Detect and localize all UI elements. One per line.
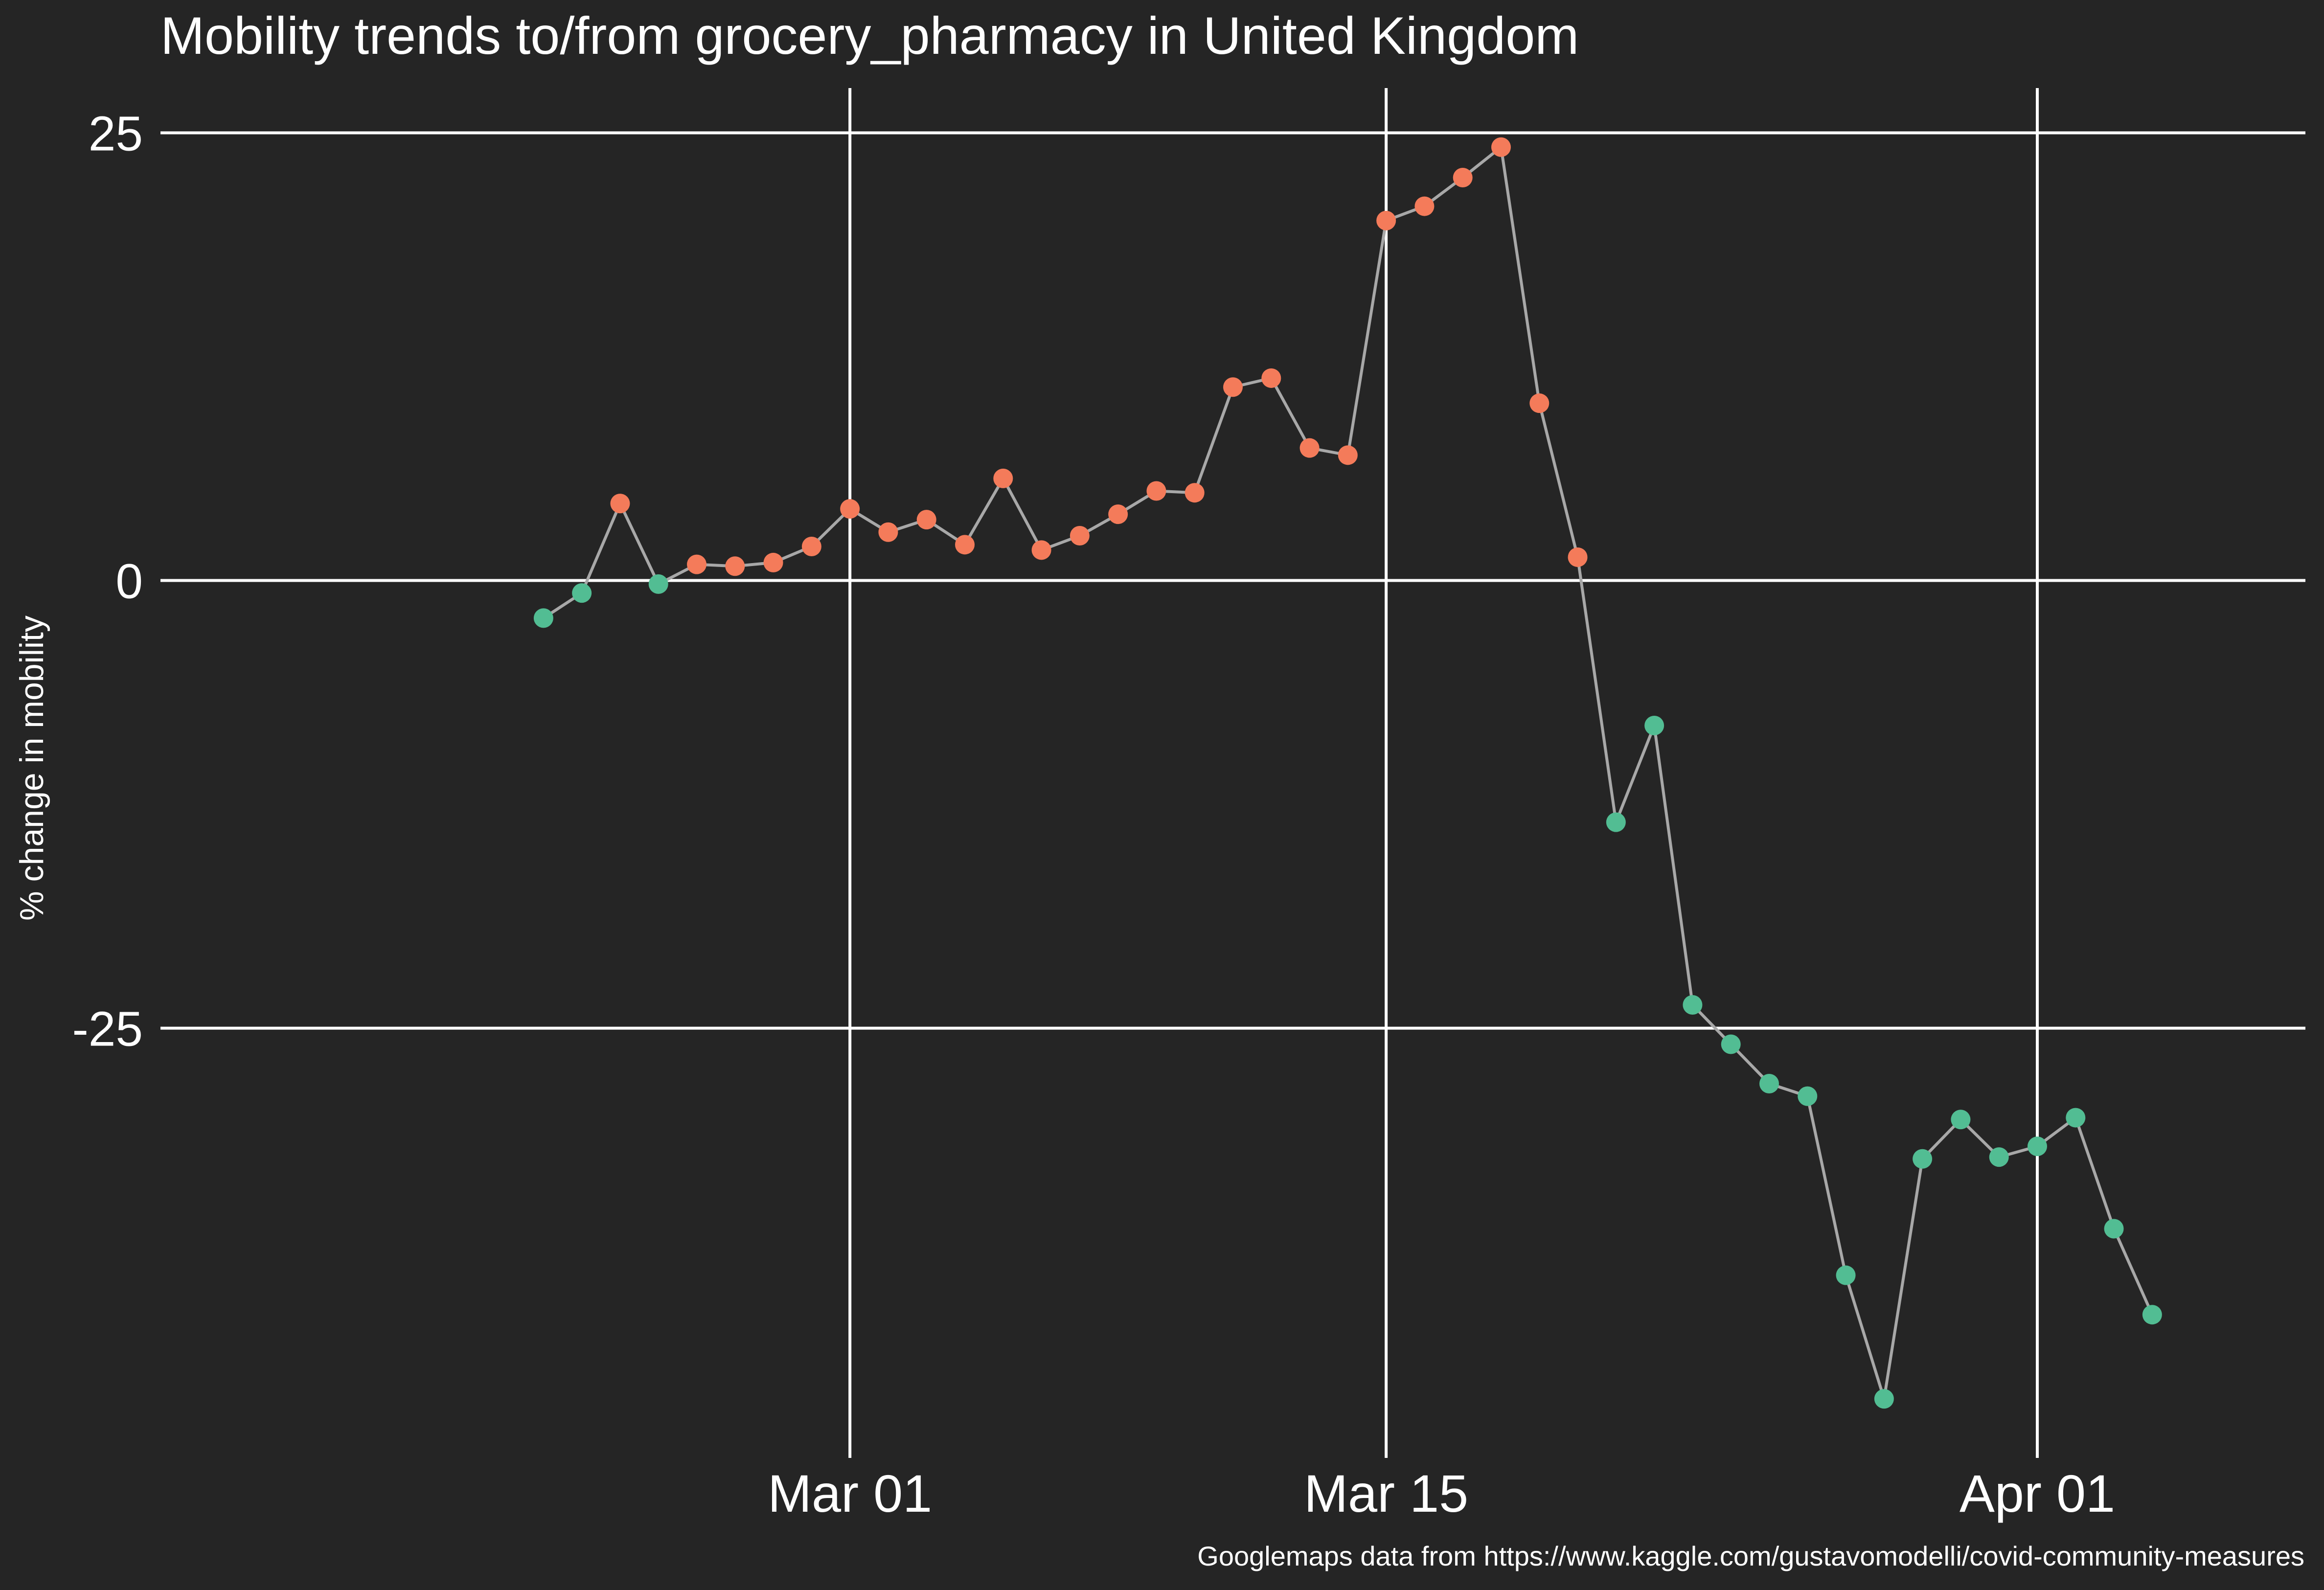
data-point	[1721, 1034, 1741, 1054]
data-point	[1644, 716, 1664, 736]
y-tick-label: -25	[72, 1002, 143, 1057]
data-point	[1568, 547, 1588, 567]
data-point	[1414, 196, 1435, 216]
data-point	[1376, 210, 1396, 230]
data-point	[916, 510, 936, 530]
data-point	[610, 494, 630, 514]
data-point	[1683, 995, 1703, 1015]
data-point	[1453, 168, 1473, 188]
data-point	[1951, 1110, 1971, 1130]
data-point	[1989, 1147, 2009, 1167]
data-point	[1299, 438, 1320, 458]
data-point	[1185, 483, 1205, 503]
data-point	[1913, 1149, 1933, 1169]
data-point	[2104, 1219, 2124, 1239]
data-point	[1759, 1074, 1779, 1094]
data-point	[572, 583, 592, 603]
data-point	[1836, 1265, 1856, 1285]
data-point	[1338, 445, 1358, 465]
data-point	[648, 574, 668, 594]
data-point	[993, 468, 1013, 488]
data-point	[2028, 1136, 2047, 1157]
data-point	[840, 499, 860, 519]
chart-caption: Googlemaps data from https://www.kaggle.…	[1197, 1541, 2304, 1571]
data-point	[878, 522, 898, 542]
grid	[160, 88, 2305, 1458]
data-point	[1146, 481, 1166, 501]
chart-title: Mobility trends to/from grocery_pharmacy…	[160, 6, 1579, 65]
x-axis-tick-labels: Mar 01 Mar 15 Apr 01	[768, 1464, 2115, 1523]
data-point	[1529, 393, 1549, 413]
data-point	[1223, 377, 1243, 397]
data-point	[1108, 504, 1128, 524]
x-tick-label: Apr 01	[1959, 1464, 2115, 1523]
data-point	[533, 608, 553, 628]
data-point	[1491, 137, 1511, 157]
data-point	[1261, 368, 1281, 388]
data-point	[1031, 540, 1051, 560]
data-point	[2142, 1305, 2162, 1325]
data-point	[955, 535, 975, 555]
data-point	[2066, 1108, 2086, 1128]
x-tick-label: Mar 15	[1304, 1464, 1468, 1523]
data-point	[1606, 812, 1626, 832]
data-points	[533, 137, 2162, 1409]
data-point	[687, 554, 706, 574]
data-point	[725, 556, 745, 576]
data-point	[763, 552, 783, 572]
data-point	[1798, 1086, 1818, 1106]
data-point	[801, 536, 821, 556]
y-axis-label: % change in mobility	[13, 615, 50, 921]
data-point	[1070, 526, 1090, 546]
x-tick-label: Mar 01	[768, 1464, 932, 1523]
y-tick-label: 25	[89, 107, 143, 161]
data-point	[1874, 1389, 1894, 1409]
y-tick-label: 0	[115, 554, 143, 609]
y-axis-tick-labels: 25 0 -25	[72, 107, 143, 1057]
